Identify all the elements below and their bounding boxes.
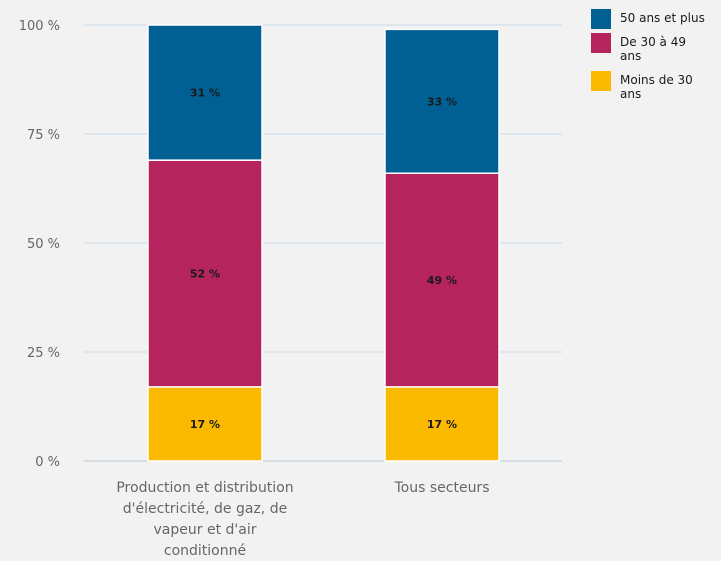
data-label: 17 % xyxy=(427,418,457,431)
data-label: 49 % xyxy=(427,274,457,287)
legend-item: De 30 à 49 ans xyxy=(591,33,686,63)
legend-label: 50 ans et plus xyxy=(620,11,705,25)
bar-segment xyxy=(147,386,263,462)
x-axis-category-labels: Production et distribution d'électricité,… xyxy=(116,480,489,559)
legend-label-line: ans xyxy=(620,87,641,101)
bars xyxy=(147,24,500,462)
legend-label-line: Moins de 30 xyxy=(620,73,693,87)
legend-swatch xyxy=(591,71,611,91)
y-tick-label: 50 % xyxy=(27,237,60,252)
x-category-label-line: conditionné xyxy=(164,543,246,559)
legend-item: Moins de 30 ans xyxy=(591,71,693,101)
x-category-label: Production et distribution d'électricité,… xyxy=(116,480,293,559)
x-category-label-line: Production et distribution xyxy=(116,480,293,496)
legend-label-line: 50 ans et plus xyxy=(620,11,705,25)
legend-label-line: ans xyxy=(620,49,641,63)
data-label: 33 % xyxy=(427,95,457,108)
data-label: 52 % xyxy=(190,268,220,281)
y-axis-tick-labels: 0 % 25 % 50 % 75 % 100 % xyxy=(19,19,60,470)
legend-item: 50 ans et plus xyxy=(591,9,705,29)
bar-segment xyxy=(147,159,263,388)
legend-label: De 30 à 49 ans xyxy=(620,35,686,63)
bar-segment xyxy=(384,28,500,174)
x-category-label-line: Tous secteurs xyxy=(394,480,490,496)
data-label: 31 % xyxy=(190,87,220,100)
x-category-label: Tous secteurs xyxy=(394,480,490,496)
y-tick-label: 25 % xyxy=(27,346,60,361)
y-tick-label: 100 % xyxy=(19,19,60,34)
y-tick-label: 0 % xyxy=(35,455,60,470)
y-tick-label: 75 % xyxy=(27,128,60,143)
bar-segment xyxy=(147,24,263,161)
legend-label: Moins de 30 ans xyxy=(620,73,693,101)
data-labels: 17 % 52 % 31 % 17 % 49 % 33 % xyxy=(190,87,457,431)
x-category-label-line: vapeur et d'air xyxy=(154,522,257,538)
legend-label-line: De 30 à 49 xyxy=(620,35,686,49)
x-category-label-line: d'électricité, de gaz, de xyxy=(123,501,287,517)
legend-swatch xyxy=(591,33,611,53)
legend-swatch xyxy=(591,9,611,29)
data-label: 17 % xyxy=(190,418,220,431)
